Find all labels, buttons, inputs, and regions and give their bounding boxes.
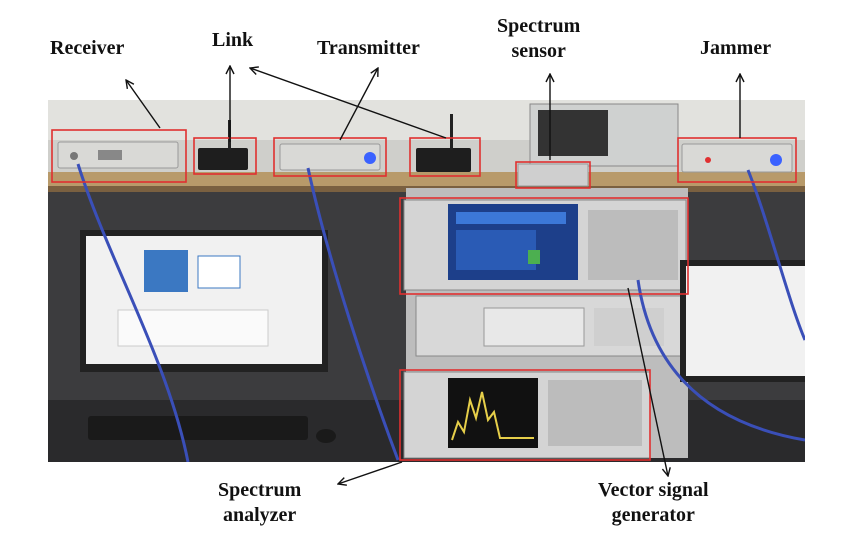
lab-scene: [48, 100, 805, 462]
lab-photo: [48, 100, 805, 462]
jammer-highlight: [677, 137, 797, 183]
keyboard: [88, 416, 308, 440]
jammer-device: [681, 143, 793, 173]
vector-signal-generator-highlight: [399, 197, 689, 295]
jammer-label: Jammer: [700, 37, 772, 59]
receiver-highlight: [51, 129, 187, 183]
spectrum-analyzer-label: Spectrum analyzer: [218, 478, 301, 528]
shelf: [48, 172, 805, 186]
transmitter-label: Transmitter: [317, 37, 420, 59]
transmitter-device: [279, 143, 381, 171]
vector-signal-generator-label-line2: generator: [611, 504, 695, 526]
spectrum-sensor-highlight: [515, 161, 591, 189]
receiver-label: Receiver: [50, 37, 125, 59]
vector-signal-generator-label-line1: Vector signal: [598, 479, 709, 501]
link-device-left: [198, 148, 248, 170]
spectrum-analyzer-label-line1: Spectrum: [218, 479, 302, 501]
spectrum-sensor-label: Spectrum sensor: [497, 14, 580, 64]
link-label: Link: [212, 29, 254, 51]
vector-signal-generator-label: Vector signal generator: [598, 478, 709, 528]
spectrum-sensor-label-line1: Spectrum: [497, 15, 581, 37]
link-left-highlight: [193, 137, 257, 175]
spectrum-analyzer-label-line2: analyzer: [223, 504, 297, 526]
spectrum-analyzer-arrow: [338, 461, 403, 484]
link-device-right: [416, 148, 471, 172]
mouse: [316, 429, 336, 443]
spectrum-sensor-device: [517, 163, 589, 187]
spectrum-sensor-label-line2: sensor: [511, 40, 566, 62]
